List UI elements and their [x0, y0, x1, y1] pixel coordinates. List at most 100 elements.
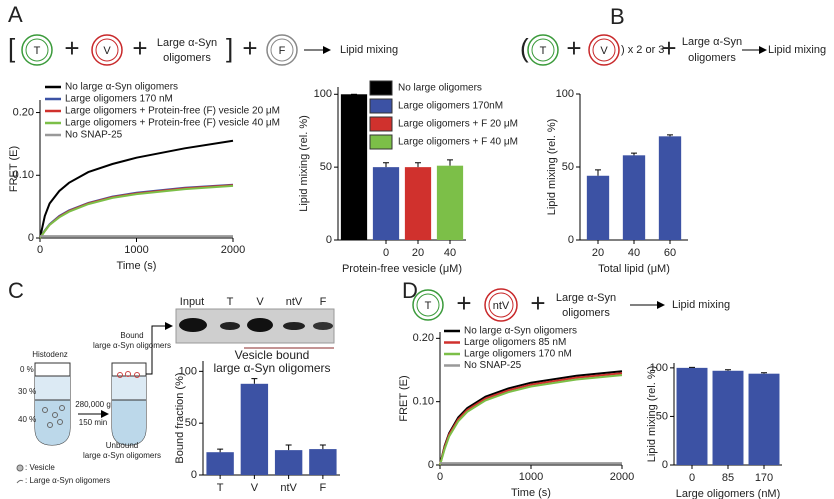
- x-tick-label: F: [320, 482, 327, 494]
- scheme-text: Large α-Syn: [556, 292, 616, 304]
- legend-swatch: [369, 134, 393, 150]
- y-tick-label: 0: [191, 469, 197, 481]
- error-bar: [595, 169, 601, 176]
- y-tick-label: 0: [568, 234, 574, 246]
- scheme-text: Large α-Syn: [157, 37, 217, 49]
- legend-label: Large oligomers 85 nM: [464, 337, 566, 348]
- legend-label: Large oligomers + F 40 μM: [398, 137, 518, 148]
- x-tick-label: 0: [37, 244, 43, 256]
- diagram-text: 0 %: [20, 365, 34, 374]
- legend-label: Large oligomers + Protein-free (F) vesic…: [65, 106, 280, 117]
- gel-label: T: [227, 296, 234, 308]
- diagram-text: 280,000 g: [75, 400, 111, 409]
- scheme-text: Lipid mixing: [340, 44, 398, 56]
- scheme-a: [ T + V + Large α-Syn oligomers ] + F Li…: [8, 33, 398, 66]
- y-tick-label: 0: [326, 234, 332, 246]
- error-bar: [761, 372, 767, 374]
- legend-label: No large α-Syn oligomers: [464, 326, 577, 337]
- error-bar: [447, 159, 453, 166]
- y-axis-label: Lipid mixing (rel. %): [298, 115, 310, 212]
- y-tick-label: 100: [650, 362, 668, 374]
- x-tick-label: 2000: [610, 471, 634, 483]
- bar: [622, 155, 646, 240]
- y-axis-label: Lipid mixing (rel. %): [546, 119, 558, 216]
- plus: +: [566, 33, 581, 63]
- scheme-text: ) x 2 or 3: [621, 44, 664, 56]
- legend-swatch: [369, 116, 393, 132]
- plus: +: [661, 33, 676, 63]
- diagram-text: 40 %: [18, 415, 36, 424]
- legend-label: Large oligomers + F 20 μM: [398, 119, 518, 130]
- legend-label: No large α-Syn oligomers: [65, 82, 178, 93]
- scheme-text: oligomers: [562, 307, 610, 319]
- plus: +: [64, 33, 79, 63]
- diagram-text: large α-Syn oligomers: [83, 451, 161, 460]
- bar: [658, 136, 682, 240]
- gel-label: V: [256, 296, 264, 308]
- scheme-text: oligomers: [163, 52, 211, 64]
- vesicle-label: V: [600, 45, 608, 57]
- diagram-legend: : Large α-Syn oligomers: [25, 476, 110, 485]
- scheme-text: Lipid mixing: [672, 299, 730, 311]
- error-bar: [285, 444, 292, 451]
- vesicle-label: V: [103, 45, 111, 57]
- scheme-b: ( T + V ) x 2 or 3 + Large α-Syn oligome…: [520, 33, 826, 66]
- chart-title: large α-Syn oligomers: [214, 361, 331, 375]
- diagram-text: large α-Syn oligomers: [93, 341, 171, 350]
- y-axis-label: Bound fraction (%): [174, 372, 186, 463]
- scheme-text: Lipid mixing: [768, 44, 826, 56]
- legend-label: Large oligomers + Protein-free (F) vesic…: [65, 118, 280, 129]
- diagram-text: Histodenz: [32, 350, 68, 359]
- y-tick-label: 100: [556, 88, 574, 100]
- legend-label: No SNAP-25: [65, 130, 123, 141]
- bar: [206, 452, 234, 475]
- diagram-text: Bound: [120, 331, 143, 340]
- plus: +: [132, 33, 147, 63]
- plus: +: [242, 33, 257, 63]
- y-tick-label: 0.10: [413, 396, 434, 408]
- x-tick-label: 20: [592, 247, 604, 259]
- panel-label: A: [8, 2, 23, 27]
- x-tick-label: ntV: [280, 482, 297, 494]
- bar: [404, 167, 432, 240]
- legend-label: Large oligomers 170nM: [398, 101, 503, 112]
- vesicle-label: T: [540, 45, 547, 57]
- diagram-text: 30 %: [18, 387, 36, 396]
- x-tick-label: 1000: [519, 471, 543, 483]
- legend-label: No SNAP-25: [464, 360, 522, 371]
- c-diagram: Input T V ntV F Histodenz 0 % 30 % 40 % …: [16, 296, 335, 485]
- panel-label: C: [8, 278, 24, 303]
- bar: [748, 373, 780, 465]
- bracket: ]: [226, 33, 233, 63]
- line: [39, 184, 234, 239]
- panel-label: D: [402, 278, 418, 303]
- error-bar: [415, 162, 421, 168]
- y-tick-label: 100: [314, 88, 332, 100]
- gel-label: F: [320, 296, 327, 308]
- bar: [676, 367, 708, 465]
- x-tick-label: 85: [722, 472, 734, 484]
- gel-label: Input: [180, 296, 204, 308]
- y-tick-label: 0: [28, 232, 34, 244]
- bracket: [: [8, 33, 16, 63]
- y-tick-label: 50: [185, 417, 197, 429]
- y-tick-label: 100: [179, 365, 197, 377]
- line: [439, 374, 623, 466]
- x-axis-label: Protein-free vesicle (μM): [342, 263, 462, 275]
- bar: [274, 450, 303, 475]
- scheme-d: T + ntV + Large α-Syn oligomers Lipid mi…: [412, 288, 730, 322]
- bar: [586, 175, 610, 240]
- diagram-text: Unbound: [106, 441, 138, 450]
- x-axis-label: Total lipid (μM): [598, 263, 670, 275]
- scheme-text: oligomers: [688, 52, 736, 64]
- bar: [340, 94, 368, 241]
- x-tick-label: 40: [628, 247, 640, 259]
- x-tick-label: 0: [383, 247, 389, 259]
- chart-title: Vesicle bound: [235, 348, 310, 362]
- line: [39, 139, 234, 239]
- bar: [436, 165, 464, 240]
- y-tick-label: 0.20: [413, 332, 434, 344]
- bracket: (: [520, 33, 529, 63]
- error-bar: [667, 134, 673, 137]
